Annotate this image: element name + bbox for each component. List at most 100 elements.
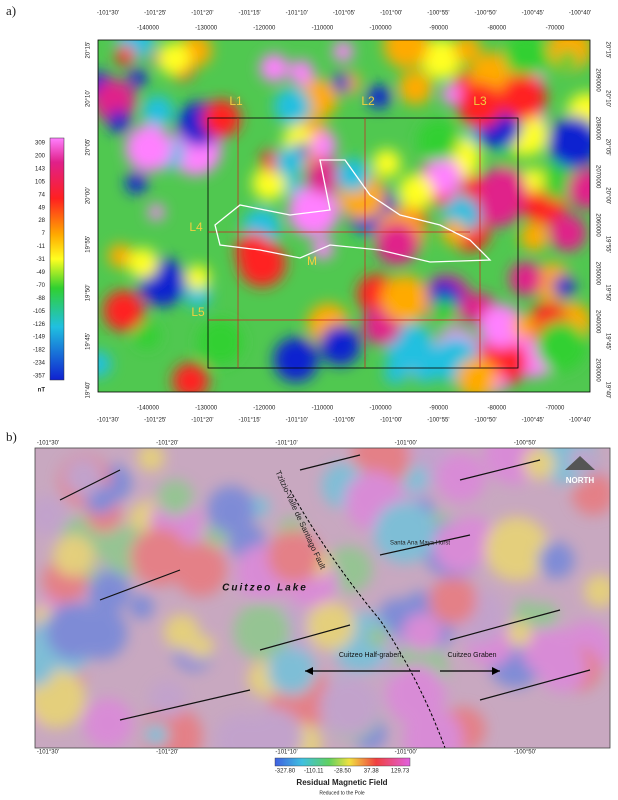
- panel-label: b): [6, 429, 17, 444]
- tick-label: 19°50': [604, 284, 610, 301]
- tick-label: -101°00': [380, 418, 402, 424]
- tick-label: -100°45': [522, 11, 544, 17]
- tick-label: -100°40': [569, 11, 591, 17]
- tick-label: 20°05': [604, 139, 610, 156]
- anomaly: [35, 648, 54, 687]
- anomaly: [125, 172, 148, 194]
- annotation: Cuitzeo Lake: [222, 583, 308, 594]
- annotation: Cuitzeo Graben: [447, 652, 496, 659]
- anomaly: [98, 79, 136, 123]
- tick-label: 2040000: [594, 310, 600, 334]
- anomaly: [306, 158, 342, 194]
- anomaly: [35, 495, 67, 536]
- anomaly: [384, 361, 408, 385]
- tick-label: 19°40': [604, 382, 610, 399]
- anomaly: [202, 99, 241, 138]
- tick-label: -101°05': [333, 11, 355, 17]
- tick-label: -101°10': [275, 750, 297, 756]
- tick-label: -120000: [253, 26, 276, 32]
- anomaly: [401, 464, 429, 493]
- anomaly: [479, 304, 524, 348]
- anomaly: [537, 542, 575, 579]
- anomaly: [130, 527, 189, 586]
- tick-label: -100°55': [427, 418, 449, 424]
- tick-label: -140000: [137, 26, 160, 32]
- anomaly: [107, 110, 131, 134]
- anomaly: [284, 177, 303, 196]
- tick-label: 20°00': [604, 187, 610, 204]
- tick-label: -110.11: [304, 769, 324, 775]
- anomaly: [457, 82, 503, 128]
- anomaly: [127, 68, 148, 88]
- tick-label: -101°20': [156, 750, 178, 756]
- tick-label: -100°50': [474, 418, 496, 424]
- anomaly: [566, 168, 590, 209]
- tick-label: -101°10': [286, 11, 308, 17]
- map-label: L4: [189, 220, 203, 234]
- anomaly: [141, 95, 174, 128]
- tick-label: -100000: [370, 406, 393, 412]
- anomaly: [252, 166, 287, 201]
- anomaly: [423, 157, 462, 196]
- tick-label: -182: [33, 348, 46, 354]
- tick-label: 129.73: [391, 769, 410, 775]
- tick-label: 19°55': [604, 236, 610, 253]
- anomaly: [137, 448, 165, 472]
- anomaly: [319, 676, 381, 737]
- anomaly: [319, 324, 361, 366]
- tick-label: 19°55': [86, 236, 92, 253]
- tick-label: -90000: [429, 406, 448, 412]
- anomaly: [375, 221, 419, 266]
- tick-label: -100°50': [474, 11, 496, 17]
- anomaly: [332, 73, 351, 93]
- tick-label: 143: [35, 166, 46, 172]
- tick-label: -101°15': [238, 418, 260, 424]
- tick-label: 19°40': [86, 382, 92, 399]
- tick-label: 20°05': [86, 139, 92, 156]
- tick-label: 309: [35, 141, 46, 147]
- tick-label: -101°30': [97, 11, 119, 17]
- tick-label: -80000: [488, 406, 507, 412]
- anomaly: [267, 646, 317, 696]
- anomaly: [558, 50, 578, 70]
- anomaly: [197, 319, 244, 365]
- anomaly: [417, 119, 459, 162]
- tick-label: -234: [33, 361, 46, 367]
- anomaly: [144, 722, 169, 748]
- tick-label: -101°10': [286, 418, 308, 424]
- anomaly: [477, 182, 522, 227]
- tick-label: 37.38: [364, 769, 380, 775]
- tick-label: 20°10': [604, 90, 610, 107]
- anomaly: [507, 621, 533, 647]
- anomaly: [512, 314, 536, 339]
- anomaly: [306, 601, 355, 651]
- anomaly: [530, 602, 558, 630]
- tick-label: 20°00': [86, 187, 92, 204]
- tick-label: -101°25': [144, 11, 166, 17]
- anomaly: [436, 452, 486, 503]
- anomaly: [509, 261, 544, 296]
- anomaly: [403, 613, 442, 652]
- anomaly: [163, 614, 200, 650]
- anomaly: [157, 479, 194, 516]
- tick-label: -101°15': [238, 11, 260, 17]
- anomaly: [421, 40, 462, 80]
- map-label: M: [307, 254, 317, 268]
- colorbar-unit: nT: [38, 388, 46, 394]
- tick-label: -110000: [312, 26, 334, 32]
- anomaly: [428, 576, 477, 625]
- tick-label: 28: [38, 218, 45, 224]
- tick-label: -130000: [195, 406, 218, 412]
- tick-label: -100000: [370, 26, 393, 32]
- anomaly: [523, 448, 556, 480]
- tick-label: -101°20': [191, 11, 213, 17]
- tick-label: 7: [42, 231, 46, 237]
- tick-label: -101°30': [37, 750, 59, 756]
- anomaly: [289, 59, 314, 85]
- anomaly: [520, 222, 549, 252]
- map-label: L2: [361, 94, 375, 108]
- annotation: Cuitzeo Half-graben: [339, 652, 401, 659]
- anomaly: [537, 643, 587, 693]
- tick-label: -80000: [488, 26, 507, 32]
